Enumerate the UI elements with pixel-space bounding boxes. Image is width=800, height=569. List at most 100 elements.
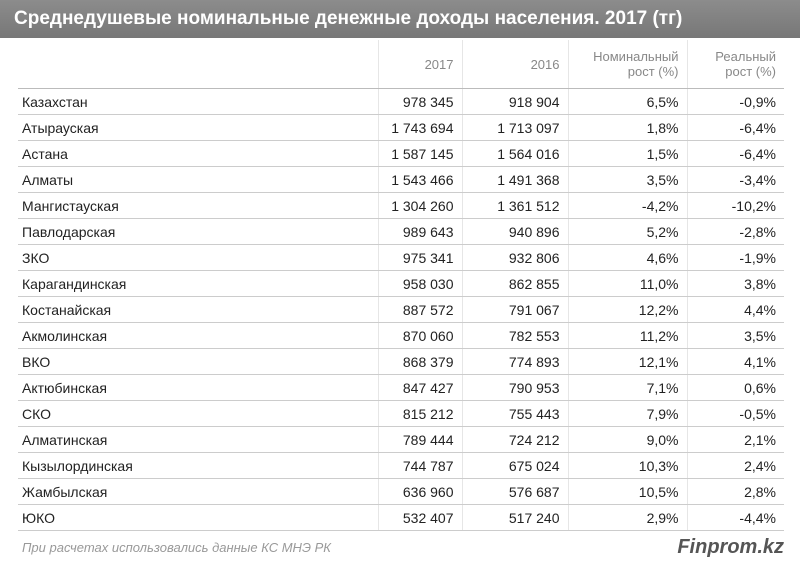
table-row: Казахстан 978 345 918 904 6,5% -0,9% xyxy=(18,88,784,115)
value-cell: -0,5% xyxy=(686,400,784,427)
value-cell: 3,5% xyxy=(567,166,687,193)
value-cell: 12,1% xyxy=(567,348,687,375)
source-note: При расчетах использовались данные КС МН… xyxy=(22,540,331,555)
value-cell: 932 806 xyxy=(461,244,568,271)
value-cell: 9,0% xyxy=(567,426,687,453)
region-cell: Алматинская xyxy=(18,426,378,453)
table-row: ВКО 868 379 774 893 12,1% 4,1% xyxy=(18,348,784,375)
value-cell: 1,8% xyxy=(567,114,687,141)
value-cell: -4,2% xyxy=(567,192,687,219)
region-cell: Карагандинская xyxy=(18,270,378,297)
value-cell: 10,3% xyxy=(567,452,687,479)
region-cell: Кызылординская xyxy=(18,452,378,479)
value-cell: -3,4% xyxy=(686,166,784,193)
region-cell: Костанайская xyxy=(18,296,378,323)
value-cell: 6,5% xyxy=(567,88,687,115)
region-cell: Астана xyxy=(18,140,378,167)
value-cell: 5,2% xyxy=(567,218,687,245)
value-cell: 978 345 xyxy=(377,88,462,115)
region-cell: ВКО xyxy=(18,348,378,375)
table-row: СКО 815 212 755 443 7,9% -0,5% xyxy=(18,400,784,427)
value-cell: -10,2% xyxy=(686,192,784,219)
value-cell: 1 491 368 xyxy=(461,166,568,193)
region-cell: Актюбинская xyxy=(18,374,378,401)
table-row: ЮКО 532 407 517 240 2,9% -4,4% xyxy=(18,504,784,531)
value-cell: 4,1% xyxy=(686,348,784,375)
column-header xyxy=(18,40,378,89)
value-cell: 0,6% xyxy=(686,374,784,401)
value-cell: 847 427 xyxy=(377,374,462,401)
table-row: Акмолинская 870 060 782 553 11,2% 3,5% xyxy=(18,322,784,349)
value-cell: 11,2% xyxy=(567,322,687,349)
region-cell: Мангистауская xyxy=(18,192,378,219)
value-cell: -2,8% xyxy=(686,218,784,245)
value-cell: 1 543 466 xyxy=(377,166,462,193)
value-cell: 958 030 xyxy=(377,270,462,297)
region-cell: ЮКО xyxy=(18,504,378,531)
brand: Finprom.kz xyxy=(677,536,784,558)
region-cell: Атырауская xyxy=(18,114,378,141)
value-cell: 782 553 xyxy=(461,322,568,349)
column-header: Номинальный рост (%) xyxy=(567,40,687,89)
value-cell: 724 212 xyxy=(461,426,568,453)
value-cell: -4,4% xyxy=(686,504,784,531)
region-cell: Жамбылская xyxy=(18,478,378,505)
value-cell: 1 304 260 xyxy=(377,192,462,219)
table-row: Астана 1 587 145 1 564 016 1,5% -6,4% xyxy=(18,140,784,167)
value-cell: 10,5% xyxy=(567,478,687,505)
value-cell: 12,2% xyxy=(567,296,687,323)
region-cell: СКО xyxy=(18,400,378,427)
value-cell: 940 896 xyxy=(461,218,568,245)
value-cell: 1 564 016 xyxy=(461,140,568,167)
value-cell: 675 024 xyxy=(461,452,568,479)
region-cell: Акмолинская xyxy=(18,322,378,349)
column-header: 2017 xyxy=(377,40,462,89)
value-cell: 7,1% xyxy=(567,374,687,401)
table-row: Жамбылская 636 960 576 687 10,5% 2,8% xyxy=(18,478,784,505)
region-cell: Алматы xyxy=(18,166,378,193)
value-cell: 862 855 xyxy=(461,270,568,297)
column-header: Реальный рост (%) xyxy=(686,40,784,89)
value-cell: 815 212 xyxy=(377,400,462,427)
value-cell: 989 643 xyxy=(377,218,462,245)
value-cell: 2,1% xyxy=(686,426,784,453)
value-cell: 1 587 145 xyxy=(377,140,462,167)
value-cell: 791 067 xyxy=(461,296,568,323)
value-cell: 789 444 xyxy=(377,426,462,453)
value-cell: 2,9% xyxy=(567,504,687,531)
value-cell: 975 341 xyxy=(377,244,462,271)
table-row: ЗКО 975 341 932 806 4,6% -1,9% xyxy=(18,244,784,271)
table-row: Актюбинская 847 427 790 953 7,1% 0,6% xyxy=(18,374,784,401)
table-body: Казахстан 978 345 918 904 6,5% -0,9% Атырауск… xyxy=(18,88,784,531)
value-cell: 11,0% xyxy=(567,270,687,297)
table-row: Кызылординская 744 787 675 024 10,3% 2,4% xyxy=(18,452,784,479)
value-cell: 790 953 xyxy=(461,374,568,401)
value-cell: 517 240 xyxy=(461,504,568,531)
value-cell: 744 787 xyxy=(377,452,462,479)
value-cell: 1 713 097 xyxy=(461,114,568,141)
value-cell: -6,4% xyxy=(686,114,784,141)
value-cell: 4,6% xyxy=(567,244,687,271)
value-cell: -0,9% xyxy=(686,88,784,115)
value-cell: 774 893 xyxy=(461,348,568,375)
region-cell: Казахстан xyxy=(18,88,378,115)
value-cell: 755 443 xyxy=(461,400,568,427)
table-row: Алматинская 789 444 724 212 9,0% 2,1% xyxy=(18,426,784,453)
value-cell: 4,4% xyxy=(686,296,784,323)
value-cell: 576 687 xyxy=(461,478,568,505)
table-row: Карагандинская 958 030 862 855 11,0% 3,8% xyxy=(18,270,784,297)
value-cell: 1,5% xyxy=(567,140,687,167)
value-cell: 3,5% xyxy=(686,322,784,349)
column-header: 2016 xyxy=(461,40,568,89)
value-cell: 918 904 xyxy=(461,88,568,115)
income-table: 2017 2016 Номинальный рост (%) Реальный рос… xyxy=(18,40,784,531)
title-bar: Среднедушевые номинальные денежные доход… xyxy=(0,0,800,38)
value-cell: 1 361 512 xyxy=(461,192,568,219)
value-cell: 2,8% xyxy=(686,478,784,505)
region-cell: ЗКО xyxy=(18,244,378,271)
table-row: Павлодарская 989 643 940 896 5,2% -2,8% xyxy=(18,218,784,245)
value-cell: -1,9% xyxy=(686,244,784,271)
table-row: Костанайская 887 572 791 067 12,2% 4,4% xyxy=(18,296,784,323)
value-cell: 7,9% xyxy=(567,400,687,427)
